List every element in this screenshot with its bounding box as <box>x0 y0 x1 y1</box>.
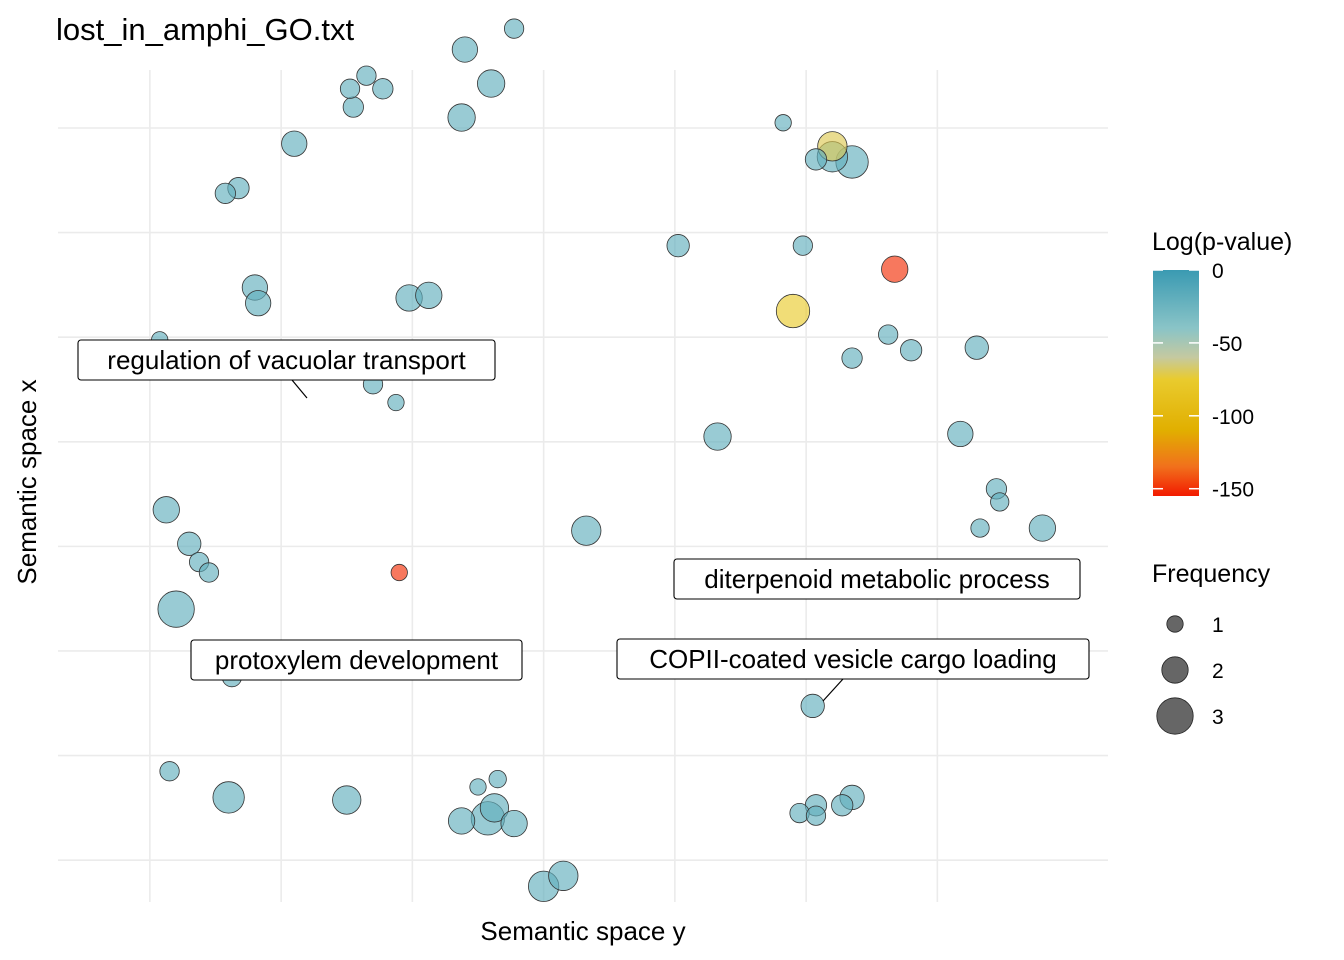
annotation-label: regulation of vacuolar transport <box>107 345 466 375</box>
data-point <box>469 778 487 796</box>
data-point <box>356 65 377 86</box>
data-point <box>447 103 476 132</box>
data-point <box>198 562 220 583</box>
y-axis-label: Semantic space x <box>12 379 42 584</box>
data-point <box>503 18 525 39</box>
annotation-box <box>673 558 1081 600</box>
data-point <box>332 785 362 815</box>
size-key-circle <box>1166 615 1184 633</box>
annotation-label: protoxylem development <box>215 645 499 675</box>
data-point <box>666 234 690 258</box>
data-point <box>990 492 1010 512</box>
x-axis-label: Semantic space y <box>480 916 685 946</box>
annotation-box <box>77 339 496 381</box>
data-point <box>479 793 510 823</box>
data-point <box>900 339 923 362</box>
data-point <box>339 78 361 99</box>
size-legend: Frequency 1 2 3 <box>1152 560 1271 735</box>
annotation-leader-line <box>291 379 308 399</box>
annotation-box <box>616 638 1090 680</box>
data-point <box>881 255 909 283</box>
data-point <box>281 130 308 157</box>
annotation-leader-line <box>822 678 844 702</box>
plot-grid <box>58 70 1108 902</box>
scatter-points <box>151 18 1056 902</box>
data-point <box>157 590 195 628</box>
colorbar-tick-label: -50 <box>1212 333 1242 356</box>
data-point <box>159 761 180 782</box>
color-legend-title: Log(p-value) <box>1152 228 1292 256</box>
data-point <box>947 420 974 448</box>
colorbar-tick-label: -150 <box>1212 479 1254 502</box>
size-key-label: 2 <box>1212 660 1224 683</box>
color-bar <box>1153 270 1199 496</box>
annotation-label: COPII-coated vesicle cargo loading <box>649 644 1057 674</box>
data-point <box>878 324 899 345</box>
data-point <box>775 293 811 329</box>
data-point <box>477 69 506 98</box>
data-point <box>447 807 476 835</box>
data-point <box>970 518 990 538</box>
data-point <box>804 148 828 171</box>
data-point <box>548 860 579 891</box>
data-point <box>792 235 813 256</box>
data-point <box>390 563 408 582</box>
data-point <box>571 515 602 546</box>
size-legend-title: Frequency <box>1152 560 1271 588</box>
point-annotations: regulation of vacuolar transport protoxyl… <box>77 339 1090 702</box>
data-point <box>245 290 272 317</box>
data-point <box>372 78 394 100</box>
data-point <box>1028 514 1056 542</box>
size-key-label: 3 <box>1212 706 1224 729</box>
colorbar-tick-label: -100 <box>1212 406 1254 429</box>
data-point <box>500 809 528 838</box>
chart-title: lost_in_amphi_GO.txt <box>56 12 354 47</box>
data-point <box>831 794 854 817</box>
size-key-label: 1 <box>1212 614 1224 637</box>
size-key-circle <box>1161 656 1189 684</box>
data-point <box>964 335 989 360</box>
color-legend: Log(p-value) 0 -50 -100 -150 <box>1152 228 1292 502</box>
data-point <box>152 496 180 524</box>
data-point <box>451 36 478 63</box>
data-point <box>841 347 863 369</box>
data-point <box>342 96 364 118</box>
size-key-circle <box>1156 697 1194 735</box>
data-point <box>800 693 825 718</box>
data-point <box>415 281 443 309</box>
data-point <box>805 805 827 826</box>
data-point <box>177 531 202 556</box>
data-point <box>212 781 245 814</box>
data-point <box>214 182 236 204</box>
colorbar-tick-label: 0 <box>1212 260 1224 283</box>
annotation-label: diterpenoid metabolic process <box>704 564 1049 594</box>
data-point <box>774 114 792 132</box>
data-point <box>703 422 732 451</box>
data-point <box>488 769 507 789</box>
annotation-box <box>190 639 523 681</box>
data-point <box>387 393 405 412</box>
